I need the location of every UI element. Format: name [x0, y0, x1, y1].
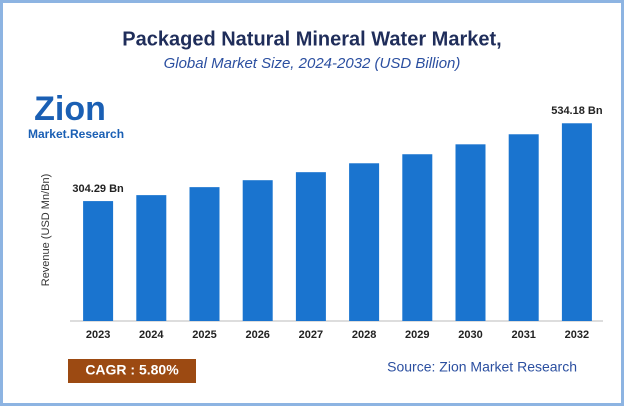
- x-tick-label: 2025: [192, 329, 216, 341]
- chart-title: Packaged Natural Mineral Water Market,: [122, 28, 501, 50]
- bar: [83, 201, 114, 321]
- chart-subtitle: Global Market Size, 2024-2032 (USD Billi…: [164, 55, 461, 72]
- cagr-label: CAGR : 5.80%: [85, 362, 179, 378]
- bar: [349, 163, 380, 321]
- logo-name: Zion: [34, 90, 106, 128]
- value-label: 534.18 Bn: [551, 105, 603, 117]
- bar: [295, 172, 326, 321]
- cagr-box: [68, 359, 196, 383]
- x-tick-label: 2032: [565, 329, 589, 341]
- bar: [136, 195, 167, 321]
- x-tick-label: 2024: [139, 329, 164, 341]
- x-tick-label: 2026: [245, 329, 269, 341]
- bar: [561, 123, 592, 321]
- bar: [242, 180, 273, 321]
- x-tick-label: 2030: [458, 329, 482, 341]
- bar: [189, 187, 220, 321]
- x-tick-label: 2031: [511, 329, 535, 341]
- bar: [508, 134, 539, 321]
- source: Source: Zion Market Research: [387, 359, 577, 375]
- value-label: 304.29 Bn: [72, 183, 124, 195]
- bar: [402, 154, 433, 321]
- x-tick-label: 2023: [86, 329, 110, 341]
- y-axis-label: Revenue (USD Mn/Bn): [40, 174, 52, 287]
- logo-tagline: Market.Research: [28, 127, 124, 141]
- x-tick-label: 2027: [299, 329, 323, 341]
- x-tick-label: 2029: [405, 329, 429, 341]
- bar: [455, 144, 486, 321]
- x-tick-label: 2028: [352, 329, 376, 341]
